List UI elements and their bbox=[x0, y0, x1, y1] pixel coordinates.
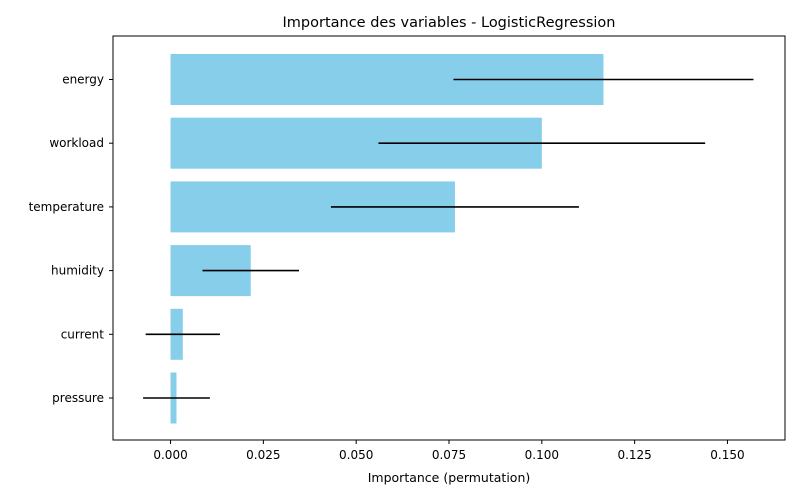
x-axis: 0.000 0.025 0.050 0.075 0.100 0.125 0.150 bbox=[153, 440, 745, 462]
y-tick-label-current: current bbox=[61, 327, 105, 341]
x-tick-label: 0.100 bbox=[525, 448, 559, 462]
chart-title: Importance des variables - LogisticRegre… bbox=[283, 15, 616, 31]
y-tick-label-temperature: temperature bbox=[29, 200, 104, 214]
x-tick-label: 0.150 bbox=[710, 448, 744, 462]
y-tick-label-humidity: humidity bbox=[51, 264, 104, 278]
y-axis: energy workload temperature humidity current… bbox=[29, 73, 113, 405]
bars-group bbox=[170, 54, 604, 424]
x-tick-label: 0.025 bbox=[246, 448, 280, 462]
x-tick-label: 0.075 bbox=[432, 448, 466, 462]
error-bars-group bbox=[143, 78, 754, 399]
y-tick-label-pressure: pressure bbox=[52, 391, 104, 405]
x-tick-label: 0.125 bbox=[617, 448, 651, 462]
y-tick-label-workload: workload bbox=[49, 136, 104, 150]
x-tick-label: 0.000 bbox=[153, 448, 187, 462]
y-tick-label-energy: energy bbox=[62, 73, 104, 87]
x-axis-label: Importance (permutation) bbox=[368, 470, 531, 485]
x-tick-label: 0.050 bbox=[339, 448, 373, 462]
